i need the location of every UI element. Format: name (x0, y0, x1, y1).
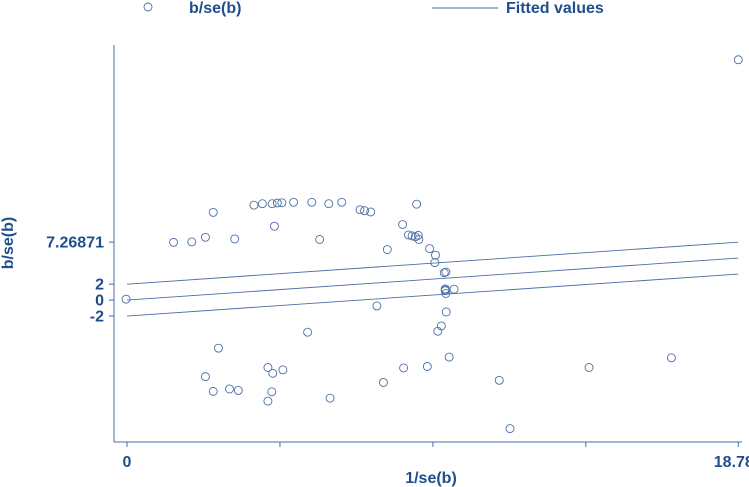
data-point (355, 205, 365, 215)
data-point (324, 199, 334, 209)
data-point (398, 220, 408, 229)
x-tick-label: 0 (123, 454, 132, 471)
data-point (257, 199, 267, 209)
scatter-points (121, 55, 743, 434)
data-point (412, 199, 422, 209)
data-point (263, 363, 273, 372)
data-point (315, 234, 325, 244)
data-point (378, 378, 388, 387)
data-point (372, 301, 382, 311)
y-axis-title: b/se(b) (0, 217, 17, 269)
data-point (200, 232, 210, 242)
data-point (444, 352, 454, 362)
data-point (213, 343, 223, 353)
data-point (269, 221, 279, 231)
data-point (121, 294, 131, 304)
data-point (433, 326, 443, 336)
fitted-lower-line (126, 273, 739, 317)
data-point (307, 197, 317, 207)
data-point (505, 424, 515, 434)
data-point (277, 198, 287, 208)
data-point (200, 372, 210, 382)
data-point (360, 206, 369, 216)
data-point (169, 237, 178, 247)
y-tick-label: 2 (95, 277, 104, 294)
y-tick-label: 7.26871 (46, 235, 104, 252)
data-point (225, 384, 234, 394)
data-point (441, 307, 451, 317)
legend-label-fitted: Fitted values (506, 0, 604, 17)
data-point (399, 363, 409, 373)
legend-marker-scatter (143, 2, 153, 12)
data-point (422, 362, 432, 371)
data-point (268, 368, 278, 378)
data-point (187, 237, 197, 247)
data-point (414, 234, 424, 244)
data-point (449, 284, 459, 294)
data-point (278, 365, 288, 375)
data-point (263, 396, 273, 406)
fitted-lines (126, 241, 739, 317)
data-point (733, 55, 743, 65)
data-point (208, 386, 218, 396)
tick-marks (109, 241, 739, 447)
data-point (404, 230, 413, 240)
data-point (666, 353, 676, 363)
data-point (366, 207, 376, 217)
data-point (267, 199, 277, 209)
data-point (430, 258, 440, 268)
data-point (325, 393, 335, 403)
data-point (413, 230, 423, 240)
data-point (303, 327, 313, 337)
data-point (425, 244, 435, 254)
y-tick-label: 0 (95, 293, 104, 310)
data-point (337, 197, 347, 207)
data-point (208, 207, 218, 217)
data-point (584, 363, 594, 372)
data-point (289, 197, 299, 207)
x-tick-label: 18.785 (714, 454, 749, 471)
fitted-upper-line (126, 241, 739, 285)
fitted-line (126, 257, 739, 301)
x-axis-title: 1/se(b) (405, 470, 457, 487)
data-point (439, 268, 449, 278)
y-tick-label: -2 (90, 309, 104, 326)
data-point (249, 200, 259, 210)
data-point (267, 387, 277, 397)
data-point (272, 198, 282, 208)
data-point (382, 245, 392, 255)
data-point (407, 231, 417, 241)
data-point (230, 234, 240, 244)
data-point (431, 250, 440, 260)
legend: b/se(b) Fitted values (143, 0, 604, 17)
data-point (494, 375, 504, 385)
data-point (441, 289, 451, 298)
legend-label-scatter: b/se(b) (189, 0, 241, 17)
data-point (233, 385, 243, 395)
data-point (441, 267, 451, 277)
